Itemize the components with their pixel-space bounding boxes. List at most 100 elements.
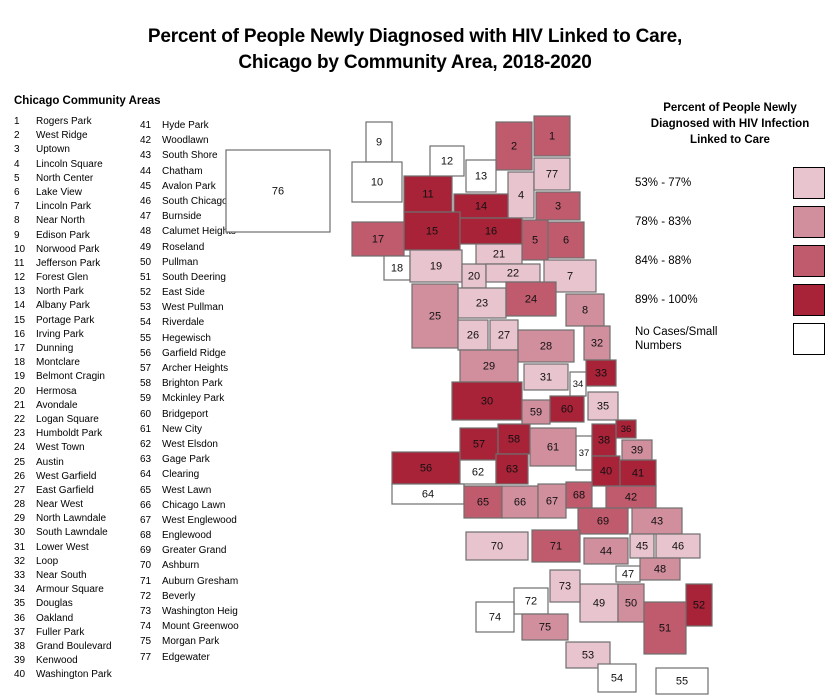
area-list-item: 37 Fuller Park	[14, 626, 136, 640]
map-area-number: 51	[659, 623, 671, 635]
area-list-number: 20	[14, 385, 26, 397]
area-list-number: 6	[14, 186, 20, 198]
area-list-name: Washington Park	[36, 669, 112, 681]
map-area-11	[403, 175, 453, 213]
area-list-name: Bridgeport	[162, 408, 209, 420]
area-list-item: 46 South Chicago	[140, 194, 235, 209]
area-list-name: Austin	[36, 456, 64, 468]
area-list-item: 48 Calumet Heights	[140, 224, 236, 239]
area-list-number: 18	[14, 357, 26, 369]
area-list-item: 26 West Garfield	[14, 470, 136, 484]
map-area-9	[365, 121, 393, 163]
area-list-name: Logan Square	[36, 413, 99, 425]
area-list-name: Armour Square	[36, 584, 104, 596]
area-list-name: Ashburn	[162, 560, 200, 572]
area-list-name: Albany Park	[36, 300, 90, 312]
legend-title-line3: Linked to Care	[690, 134, 770, 146]
area-list-item: 69 Greater Grand	[140, 543, 235, 558]
map-area-68	[565, 481, 593, 509]
map-area-46	[655, 533, 701, 559]
map-area-number: 41	[632, 468, 644, 480]
area-list-name: Lake View	[36, 186, 82, 198]
area-list-name: Avalon Park	[162, 180, 216, 192]
map-area-number: 35	[597, 401, 609, 413]
map-area-number: 65	[477, 497, 489, 509]
map-area-10	[351, 161, 403, 203]
page-title: Percent of People Newly Diagnosed with H…	[20, 24, 810, 76]
map-area-43	[631, 507, 683, 535]
area-list-number: 34	[14, 584, 26, 596]
area-list-number: 72	[140, 590, 152, 602]
area-list-number: 55	[140, 332, 152, 344]
area-list-number: 73	[140, 606, 152, 617]
area-list-item: 62 West Elsdon	[140, 437, 235, 452]
area-list-number: 64	[140, 469, 152, 481]
map-area-24	[505, 281, 557, 317]
area-list-item: 1 Rogers Park	[14, 115, 136, 129]
map-area-70	[465, 531, 529, 561]
area-list-number: 26	[14, 470, 26, 482]
area-list-number: 7	[14, 201, 20, 213]
area-list-number: 11	[14, 257, 25, 269]
area-list-item: 59 Mckinley Park	[140, 391, 235, 406]
area-list-item: 16 Irving Park	[14, 328, 136, 342]
map-area-number: 18	[391, 263, 403, 275]
area-list-item: 43 South Shore	[140, 148, 235, 163]
area-list-name: Edison Park	[36, 229, 90, 241]
map-area-number: 74	[489, 612, 501, 624]
map-area-number: 5	[532, 235, 538, 247]
legend-item-label: 84% - 88%	[635, 254, 692, 267]
area-list-number: 74	[140, 621, 152, 633]
map-area-number: 46	[672, 541, 684, 553]
map-area-number: 49	[593, 598, 605, 610]
area-list-item: 30 South Lawndale	[14, 526, 136, 540]
area-list-number: 27	[14, 484, 26, 496]
area-list-name: Douglas	[36, 598, 73, 610]
map-area-number: 24	[525, 294, 537, 306]
map-area-number: 30	[481, 396, 493, 408]
map-area-number: 72	[525, 596, 537, 608]
area-list-column-1: 1 Rogers Park 2 West Ridge 3 Uptown 4 Lincoln S…	[14, 115, 136, 683]
area-list-item: 32 Loop	[14, 555, 136, 569]
area-list-item: 13 North Park	[14, 285, 136, 299]
legend-item-label: 78% - 83%	[635, 215, 692, 228]
area-list-number: 47	[140, 211, 152, 223]
map-area-number: 54	[611, 673, 623, 685]
map-area-number: 21	[493, 249, 505, 261]
area-list-name: Lincoln Square	[36, 158, 103, 170]
map-area-number: 37	[579, 448, 590, 459]
map-area-62	[459, 459, 497, 485]
area-list-name: Dunning	[36, 343, 74, 354]
legend-color-swatch	[793, 244, 825, 277]
map-area-number: 14	[475, 201, 487, 213]
map-area-number: 32	[591, 338, 603, 350]
map-area-number: 23	[476, 298, 488, 310]
area-list-name: North Center	[36, 172, 94, 184]
map-area-number: 52	[693, 600, 705, 612]
area-list-name: West Garfield	[36, 470, 97, 482]
map-area-number: 64	[422, 489, 434, 501]
area-list-item: 6 Lake View	[14, 186, 136, 200]
area-list-item: 3 Uptown	[14, 143, 136, 157]
area-list-name: Edgewater	[162, 651, 210, 663]
map-area-26	[457, 319, 489, 351]
area-list-item: 36 Oakland	[14, 612, 136, 626]
area-list-name: Woodlawn	[162, 135, 209, 147]
legend-item: 84% - 88%	[635, 244, 825, 277]
area-list-item: 19 Belmont Cragin	[14, 370, 136, 384]
area-list-number: 22	[14, 413, 26, 425]
area-list-number: 10	[14, 243, 26, 255]
area-list-number: 44	[140, 165, 152, 177]
area-list-number: 42	[140, 135, 152, 147]
area-list-item: 77 Edgewater	[140, 650, 235, 665]
area-list-number: 36	[14, 612, 26, 624]
map-area-number: 48	[654, 564, 666, 576]
area-list-item: 4 Lincoln Square	[14, 158, 136, 172]
map-area-number: 73	[559, 581, 571, 593]
area-list-number: 46	[140, 195, 152, 207]
map-area-73	[549, 569, 581, 603]
area-list-name: North Park	[36, 286, 84, 298]
map-area-number: 69	[597, 516, 609, 528]
area-list-number: 70	[140, 560, 152, 572]
map-area-19	[409, 249, 463, 283]
